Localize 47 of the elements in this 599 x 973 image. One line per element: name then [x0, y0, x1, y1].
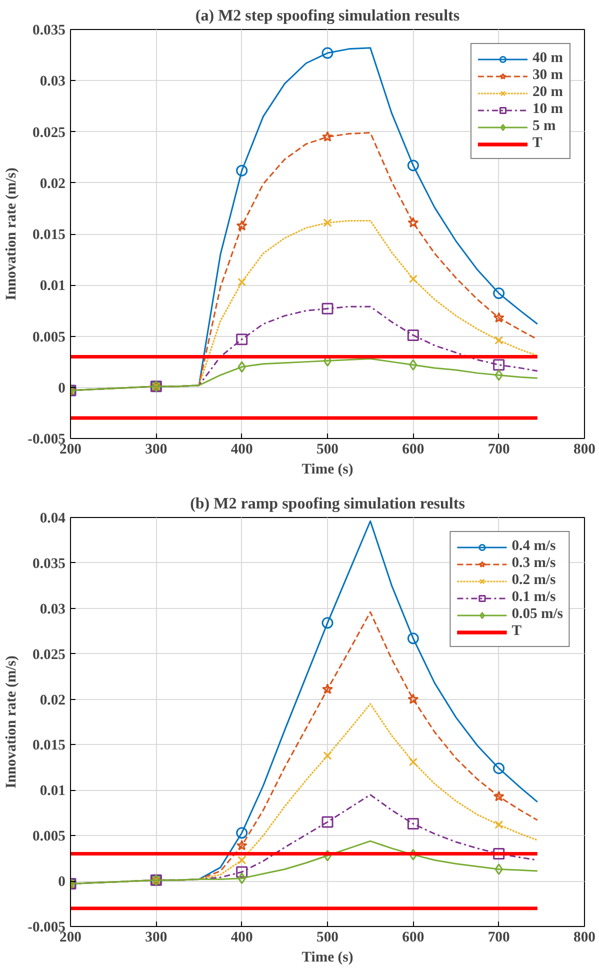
legend-label: 20 m — [532, 84, 563, 101]
legend-label: T — [532, 135, 544, 152]
x-tick-label: 800 — [574, 930, 596, 946]
y-axis-title: Innovation rate (m/s) — [4, 168, 20, 300]
chart-title: (b) M2 ramp spoofing simulation results — [190, 496, 465, 512]
legend-label: 0.4 m/s — [512, 538, 556, 555]
legend-label: 30 m — [532, 67, 563, 84]
x-tick-label: 700 — [488, 442, 510, 458]
y-tick-label: 0.02 — [40, 692, 66, 708]
y-axis-title: Innovation rate (m/s) — [4, 656, 20, 788]
y-tick-label: 0.005 — [32, 329, 66, 346]
y-tick-label: 0 — [58, 874, 66, 890]
x-tick-label: 800 — [574, 442, 596, 458]
y-tick-label: 0.015 — [32, 227, 66, 243]
legend-label: 0.05 m/s — [512, 606, 563, 623]
y-tick-label: 0.035 — [32, 22, 66, 38]
legend-label: T — [512, 623, 522, 640]
x-axis-title: Time (s) — [302, 462, 354, 478]
y-tick-label: 0.03 — [40, 601, 66, 618]
legend-label: 10 m — [532, 101, 563, 118]
y-tick-label: 0 — [58, 380, 66, 396]
x-tick-label: 300 — [145, 442, 168, 458]
y-tick-label: 0.02 — [40, 176, 66, 192]
y-tick-label: 0.01 — [40, 278, 66, 294]
legend-label: 40 m — [532, 50, 563, 67]
x-tick-label: 500 — [316, 442, 338, 458]
x-tick-label: 600 — [402, 930, 424, 946]
x-tick-label: 400 — [230, 930, 253, 946]
y-tick-label: 0.04 — [40, 510, 66, 526]
y-tick-label: 0.03 — [40, 74, 66, 90]
y-tick-label: 0.01 — [40, 783, 66, 800]
y-tick-label: 0.035 — [32, 556, 66, 572]
legend-label: 0.3 m/s — [512, 555, 556, 572]
x-tick-label: 400 — [230, 442, 253, 458]
y-tick-label: 0.015 — [32, 738, 66, 754]
y-tick-label: 0.005 — [32, 828, 66, 845]
x-tick-label: 500 — [316, 930, 338, 946]
y-tick-label: 0.025 — [32, 124, 66, 141]
chart-title: (a) M2 step spoofing simulation results — [195, 8, 460, 24]
legend-label: 5 m — [532, 118, 556, 135]
x-tick-label: 700 — [488, 930, 510, 946]
legend-label: 0.2 m/s — [512, 572, 556, 589]
y-tick-label: 0.025 — [32, 646, 66, 663]
x-axis-title: Time (s) — [302, 950, 354, 966]
x-tick-label: 300 — [145, 930, 168, 946]
x-tick-label: 600 — [402, 442, 424, 458]
legend-label: 0.1 m/s — [512, 589, 556, 606]
